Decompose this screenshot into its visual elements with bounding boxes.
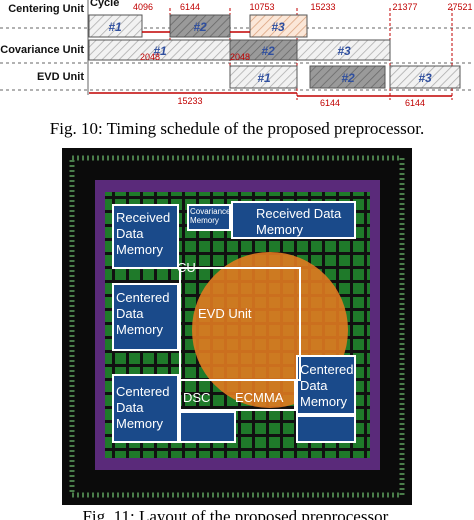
- block-label: #2: [261, 44, 275, 58]
- timing-diagram: [0, 0, 474, 100]
- block-label: #2: [341, 71, 355, 85]
- row-label: EVD Unit: [37, 71, 84, 83]
- interval-label: 2048: [140, 52, 160, 62]
- chip-label: Received Data Memory: [116, 210, 170, 257]
- cycle-tick: 10753: [249, 2, 274, 12]
- cycle-label: Cycle: [90, 0, 119, 9]
- block-label: #2: [193, 20, 207, 34]
- interval-label: 15233: [177, 96, 202, 106]
- cycle-tick: 4096: [133, 2, 153, 12]
- chip-layout: [62, 148, 412, 505]
- chip-label: Centered Data Memory: [116, 290, 169, 337]
- block-label: #3: [271, 20, 285, 34]
- block-label: #1: [108, 20, 122, 34]
- cycle-tick: 27521: [447, 2, 472, 12]
- caption: Fig. 11: Layout of the proposed preproce…: [82, 507, 391, 520]
- row-label: Covariance Unit: [0, 44, 84, 56]
- interval-label: 2048: [230, 52, 250, 62]
- cycle-tick: 6144: [180, 2, 200, 12]
- chip-label: CU: [177, 260, 196, 275]
- block-label: #1: [153, 44, 167, 58]
- chip-label: Covariance Memory: [190, 207, 231, 225]
- block-label: #3: [418, 71, 432, 85]
- row-label: Centering Unit: [8, 3, 84, 15]
- chip-label: Centered Data Memory: [116, 384, 169, 431]
- chip-label: Centered Data Memory: [300, 362, 353, 409]
- interval-label: 6144: [320, 98, 340, 108]
- caption: Fig. 10: Timing schedule of the proposed…: [50, 119, 424, 138]
- chip-label: DSC: [183, 390, 210, 405]
- chip-label: ECMMA: [235, 390, 284, 405]
- interval-label: 6144: [405, 98, 425, 108]
- block-label: #1: [257, 71, 271, 85]
- cycle-tick: 21377: [392, 2, 417, 12]
- chip-label: EVD Unit: [198, 306, 252, 321]
- chip-label: Received Data Memory: [256, 206, 342, 237]
- cycle-tick: 15233: [310, 2, 335, 12]
- block-label: #3: [337, 44, 351, 58]
